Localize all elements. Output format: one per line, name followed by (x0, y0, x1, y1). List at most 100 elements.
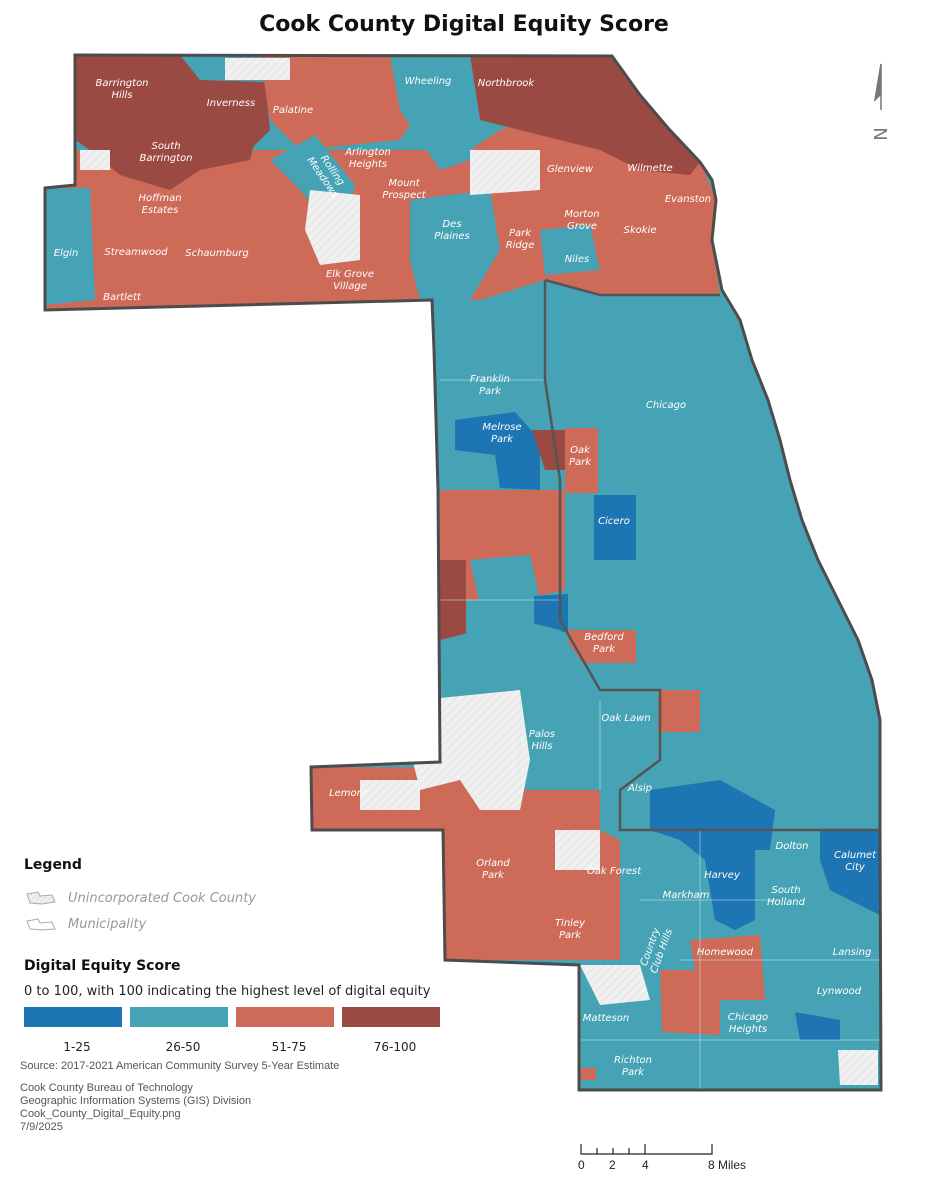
score-legend-title: Digital Equity Score (24, 958, 181, 974)
scale-tick-8-miles: 8 Miles (708, 1158, 747, 1172)
place-label-oak-lawn: Oak Lawn (601, 713, 650, 724)
place-label-homewood: Homewood (697, 947, 754, 958)
region-bedford-park (568, 630, 636, 663)
score-regions (45, 55, 881, 1090)
region-oak-park (565, 428, 598, 493)
scale-tick-4: 4 (642, 1158, 649, 1172)
place-label-schaumburg: Schaumburg (185, 248, 249, 259)
region-tinley (540, 880, 620, 960)
region-calumet-city (820, 830, 880, 915)
class-label-1-25: 1-25 (63, 1040, 91, 1054)
class-swatch-1-25 (24, 1007, 122, 1027)
place-label-chicago-heights: Chicago Heights (728, 1012, 768, 1035)
class-label-26-50: 26-50 (165, 1040, 201, 1054)
region-chicago-heights-red (660, 970, 720, 1035)
unincorporated-swatch (26, 891, 56, 905)
north-label: N (871, 127, 892, 140)
place-label-elk-grove-village: Elk Grove Village (326, 269, 374, 292)
region-unincorporated-south-1 (555, 830, 600, 870)
region-des-plaines (410, 190, 500, 300)
region-south-teal (579, 780, 881, 1090)
place-label-northbrook: Northbrook (478, 78, 536, 89)
place-label-elgin: Elgin (54, 248, 79, 259)
credits: Cook County Bureau of Technology Geograp… (20, 1082, 251, 1134)
region-unincorporated-north-3 (470, 150, 540, 195)
region-cicero (594, 495, 636, 560)
place-label-inverness: Inverness (207, 98, 255, 109)
place-label-lemont: Lemont (329, 788, 368, 799)
scale-bar-graphic (580, 1144, 713, 1155)
class-swatch-76-100 (342, 1007, 440, 1027)
north-arrow-icon: N (871, 63, 892, 141)
region-sw-teal (440, 620, 660, 790)
place-label-cicero: Cicero (598, 516, 630, 527)
place-label-des-plaines: Des Plaines (434, 219, 469, 242)
place-label-morton-grove: Morton Grove (564, 209, 599, 232)
place-label-south-barrington: South Barrington (139, 141, 192, 164)
score-class-swatches (24, 1007, 448, 1027)
scale-tick-2: 2 (609, 1158, 616, 1172)
score-legend-description: 0 to 100, with 100 indicating the highes… (24, 984, 431, 999)
region-unincorporated-north-1 (225, 58, 290, 80)
region-niles (540, 225, 600, 275)
region-elgin (45, 188, 95, 305)
place-label-melrose-park: Melrose Park (482, 422, 521, 445)
place-label-alsip: Alsip (627, 783, 652, 794)
region-schaumburg (160, 240, 310, 305)
place-label-lansing: Lansing (833, 947, 872, 958)
place-label-park-ridge: Park Ridge (506, 228, 535, 251)
class-label-76-100: 76-100 (373, 1040, 417, 1054)
legend-unincorporated: Unincorporated Cook County (24, 886, 256, 910)
place-label-franklin-park: Franklin Park (470, 374, 510, 397)
place-label-palos-hills: Palos Hills (529, 729, 555, 752)
credit-date: 7/9/2025 (20, 1121, 63, 1133)
region-west-teal-1 (470, 555, 540, 605)
place-label-niles: Niles (565, 254, 589, 265)
map-title: Cook County Digital Equity Score (259, 12, 669, 37)
source-note: Source: 2017-2021 American Community Sur… (20, 1060, 340, 1072)
region-northbrook (470, 55, 700, 175)
place-label-markham: Markham (663, 890, 710, 901)
place-label-oak-forest: Oak Forest (587, 866, 642, 877)
region-red-oaklawn-east (658, 690, 700, 732)
legend-title: Legend (24, 857, 82, 873)
region-richton-red (580, 1068, 596, 1080)
place-label-lynwood: Lynwood (817, 986, 862, 997)
region-unincorporated-south-3 (838, 1050, 878, 1085)
place-label-arlington-heights: Arlington Heights (344, 147, 391, 170)
region-lynwood-blue (795, 1012, 840, 1040)
place-label-chicago: Chicago (646, 400, 686, 411)
place-label-dolton: Dolton (776, 841, 809, 852)
place-label-wilmette: Wilmette (627, 163, 672, 174)
score-class-labels: 1-25 26-50 51-75 76-100 (24, 1040, 448, 1054)
legend-municipality: Municipality (24, 912, 146, 936)
place-label-barrington-hills: Barrington Hills (95, 78, 148, 101)
place-label-hoffman-estates: Hoffman Estates (138, 193, 181, 216)
place-label-tinley-park: Tinley Park (555, 918, 586, 941)
chicago-city-boundary (543, 278, 880, 832)
region-unincorporated-west (80, 150, 110, 170)
place-label-skokie: Skokie (624, 225, 657, 236)
legend-municipality-label: Municipality (68, 916, 147, 932)
legend-unincorporated-label: Unincorporated Cook County (68, 890, 256, 906)
place-label-bedford-park: Bedford Park (584, 632, 624, 655)
place-label-south-holland: South Holland (767, 885, 806, 908)
class-swatch-51-75 (236, 1007, 334, 1027)
region-inverness (200, 80, 270, 160)
place-label-palatine: Palatine (273, 105, 313, 116)
credit-filename: Cook_County_Digital_Equity.png (20, 1108, 181, 1120)
place-label-mount-prospect: Mount Prospect (382, 178, 426, 201)
region-palatine (260, 55, 420, 150)
region-melrose-park (455, 412, 540, 490)
credit-agency: Cook County Bureau of Technology (20, 1082, 193, 1094)
scale-bar: 0 2 4 8 Miles (578, 1138, 746, 1178)
scale-tick-0: 0 (578, 1158, 585, 1172)
region-wheeling (390, 55, 480, 170)
region-unincorporated-lemont (360, 780, 420, 810)
municipality-swatch (26, 918, 56, 931)
region-harvey (650, 780, 775, 930)
place-label-oak-park: Oak Park (569, 445, 592, 468)
place-label-streamwood: Streamwood (104, 247, 168, 258)
class-swatch-26-50 (130, 1007, 228, 1027)
